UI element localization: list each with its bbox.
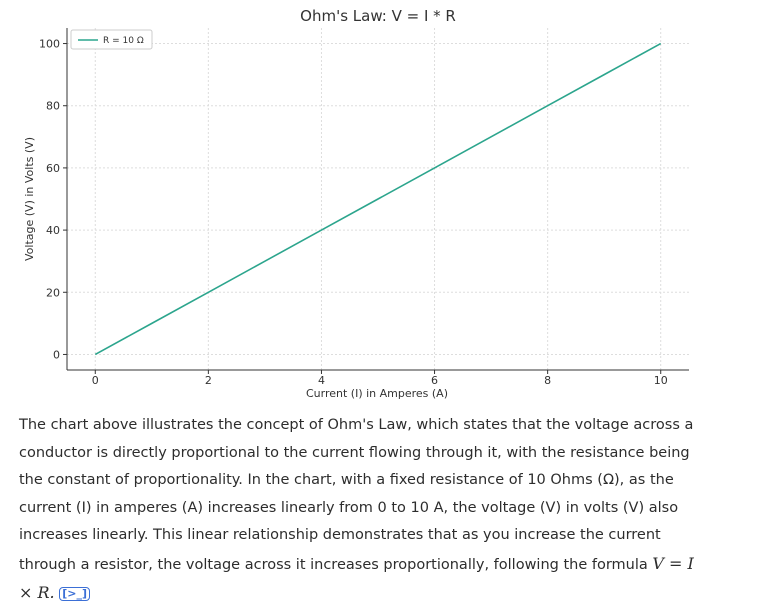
y-tick-label: 40 [46, 224, 60, 237]
series-line [94, 42, 662, 356]
x-tick-label: 0 [92, 374, 99, 387]
explanation-paragraph: The chart above illustrates the concept … [19, 412, 709, 609]
x-tick-label: 4 [318, 374, 325, 387]
explanation-text: The chart above illustrates the concept … [19, 417, 694, 573]
x-tick-label: 10 [654, 374, 668, 387]
chart-title: Ohm's Law: V = I * R [300, 7, 456, 25]
x-tick-label: 6 [431, 374, 438, 387]
legend: R = 10 Ω [70, 29, 153, 50]
x-tick-label: 8 [544, 374, 551, 387]
x-tick-label: 2 [205, 374, 212, 387]
y-tick-label: 60 [46, 162, 60, 175]
chart-grid [67, 28, 689, 370]
code-citation-icon[interactable]: [>_] [59, 587, 91, 601]
x-axis-label: Current (I) in Amperes (A) [306, 387, 448, 400]
y-tick-label: 20 [46, 286, 60, 299]
legend-box [70, 29, 153, 50]
y-axis-label: Voltage (V) in Volts (V) [23, 137, 36, 261]
chart-axes [66, 28, 689, 371]
chart: Ohm's Law: V = I * R 0 2 4 6 8 10020406080100… [23, 7, 689, 400]
y-tick-label: 0 [53, 348, 60, 361]
y-tick-label: 80 [46, 100, 60, 113]
y-tick-label: 100 [39, 38, 60, 51]
chart-series [94, 42, 662, 356]
legend-label: R = 10 Ω [103, 36, 144, 46]
